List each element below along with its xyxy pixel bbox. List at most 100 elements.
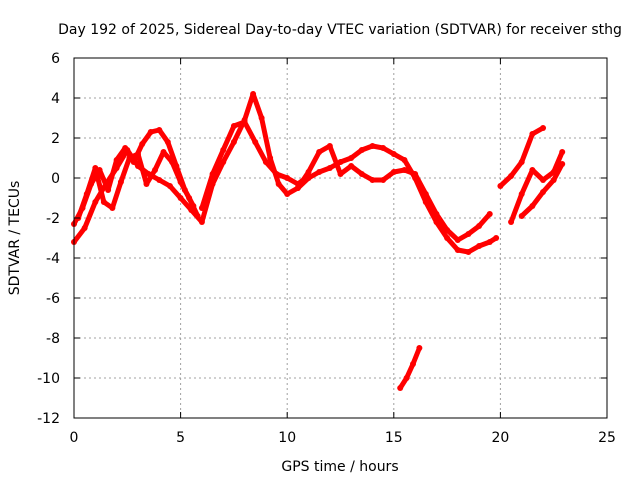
data-point <box>117 179 124 185</box>
data-point <box>358 171 365 177</box>
data-point <box>305 169 312 175</box>
plot-frame <box>73 57 608 419</box>
data-point <box>230 139 237 145</box>
y-tick-label: 0 <box>51 171 60 187</box>
series-line-track-4 <box>199 119 311 211</box>
data-point <box>433 211 440 217</box>
data-point <box>465 249 472 255</box>
data-point <box>529 203 536 209</box>
data-point <box>337 171 344 177</box>
data-point <box>230 123 237 129</box>
data-point <box>454 247 461 253</box>
data-point <box>518 191 525 197</box>
data-point <box>493 235 500 241</box>
data-point <box>284 175 291 181</box>
y-tick-label: -12 <box>37 411 60 427</box>
data-point <box>559 161 566 167</box>
data-point <box>258 115 265 121</box>
data-point <box>143 181 150 187</box>
data-point <box>401 167 408 173</box>
data-point <box>109 205 116 211</box>
data-point <box>454 237 461 243</box>
x-tick-label: 20 <box>491 430 509 446</box>
data-point <box>130 159 137 165</box>
y-tick-label: -4 <box>46 251 60 267</box>
data-point <box>518 213 525 219</box>
data-point <box>508 219 515 225</box>
data-point <box>134 151 141 157</box>
data-point <box>220 159 227 165</box>
data-point <box>220 147 227 153</box>
x-tick-label: 25 <box>598 430 616 446</box>
data-point <box>250 91 257 97</box>
data-point <box>486 239 493 245</box>
data-point <box>390 151 397 157</box>
data-point <box>540 125 547 131</box>
data-point <box>156 177 163 183</box>
data-point <box>348 155 355 161</box>
series-line-track-1 <box>71 91 499 255</box>
data-point <box>550 177 557 183</box>
data-point <box>476 223 483 229</box>
data-point <box>497 183 504 189</box>
data-point <box>83 191 90 197</box>
data-point <box>416 345 423 351</box>
data-point <box>409 361 416 367</box>
data-point <box>403 375 410 381</box>
data-point <box>412 171 419 177</box>
data-point <box>160 149 167 155</box>
x-tick-label: 15 <box>385 430 403 446</box>
axis-ticks: 0 5 10 15 20 25 -12 -10 -8 -6 -4 -2 0 2 4 6 <box>37 51 616 446</box>
series-line-track-3 <box>75 149 201 221</box>
data-point <box>100 199 107 205</box>
data-point <box>540 189 547 195</box>
y-tick-label: -10 <box>37 371 60 387</box>
data-point <box>401 157 408 163</box>
data-point <box>166 183 173 189</box>
data-point <box>105 187 112 193</box>
data-point <box>92 165 99 171</box>
data-point <box>177 179 184 185</box>
data-point <box>465 231 472 237</box>
data-point <box>147 129 154 135</box>
x-tick-label: 10 <box>278 430 296 446</box>
data-point <box>198 219 205 225</box>
data-point <box>559 149 566 155</box>
data-point <box>508 173 515 179</box>
data-point <box>262 159 269 165</box>
data-point <box>122 145 129 151</box>
data-point <box>113 157 120 163</box>
data-point <box>326 165 333 171</box>
data-point <box>92 199 99 205</box>
y-axis-label: SDTVAR / TECUs <box>7 181 23 296</box>
data-point <box>529 167 536 173</box>
data-point <box>518 159 525 165</box>
y-tick-label: 4 <box>51 91 60 107</box>
data-point <box>316 149 323 155</box>
data-point <box>390 169 397 175</box>
data-point <box>529 131 536 137</box>
data-point <box>241 119 248 125</box>
data-point <box>294 185 301 191</box>
data-point <box>369 143 376 149</box>
series-line-track-8 <box>508 149 565 225</box>
x-tick-label: 0 <box>70 430 79 446</box>
data-point <box>422 191 429 197</box>
x-axis-label: GPS time / hours <box>281 459 398 475</box>
data-point <box>284 191 291 197</box>
data-point <box>81 225 88 231</box>
data-point <box>209 171 216 177</box>
data-point <box>126 155 133 161</box>
data-point <box>486 211 493 217</box>
data-point <box>267 155 274 161</box>
y-tick-label: 6 <box>51 51 60 67</box>
data-point <box>194 213 201 219</box>
y-tick-label: 2 <box>51 131 60 147</box>
data-point <box>540 177 547 183</box>
y-tick-label: -2 <box>46 211 60 227</box>
data-point <box>275 181 282 187</box>
chart-title: Day 192 of 2025, Sidereal Day-to-day VTE… <box>58 22 622 38</box>
data-point <box>198 205 205 211</box>
